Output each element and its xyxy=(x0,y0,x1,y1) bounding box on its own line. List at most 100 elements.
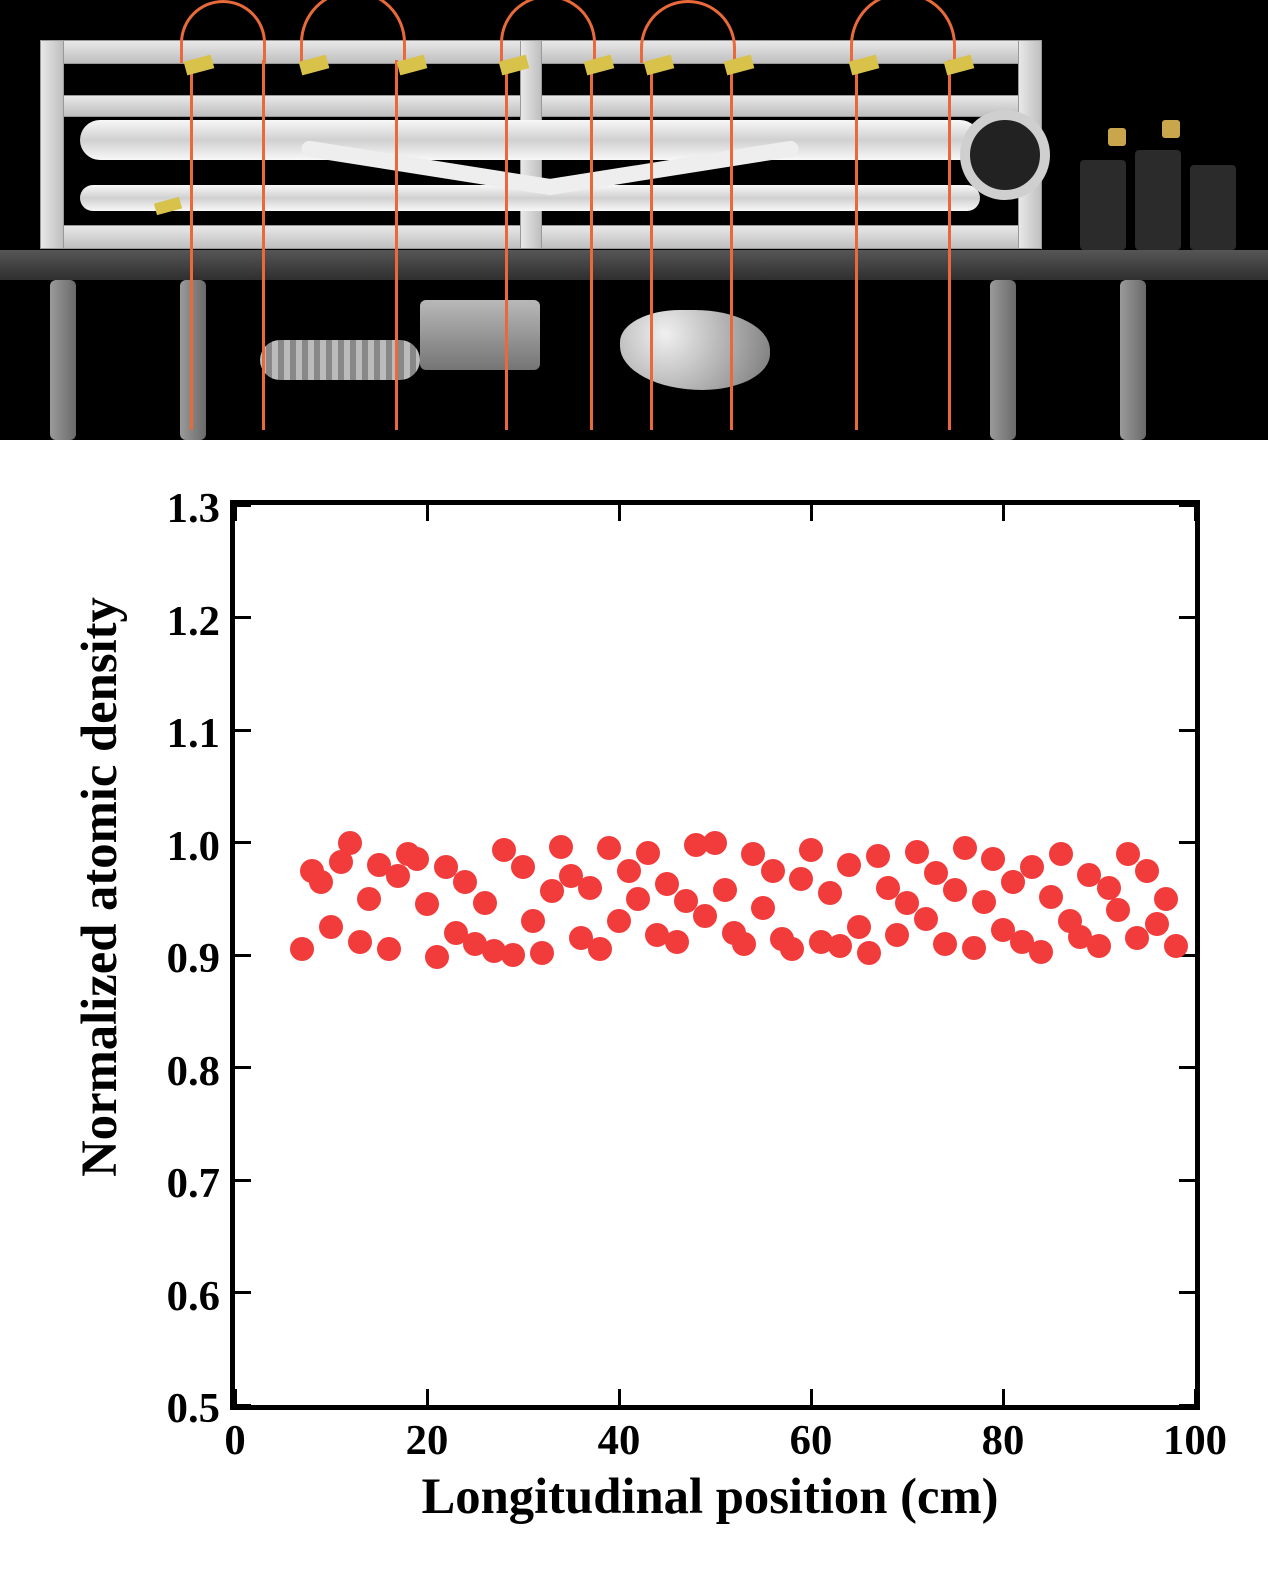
data-point xyxy=(1145,912,1169,936)
x-tick xyxy=(810,1389,813,1405)
data-point xyxy=(1029,940,1053,964)
x-tick-label: 40 xyxy=(569,1416,669,1465)
data-point xyxy=(607,909,631,933)
data-point xyxy=(290,937,314,961)
y-tick xyxy=(1179,729,1195,732)
data-point xyxy=(453,870,477,894)
fiber-cable xyxy=(505,60,508,430)
data-point xyxy=(828,934,852,958)
data-point xyxy=(348,930,372,954)
data-point xyxy=(799,838,823,862)
x-tick xyxy=(1194,505,1197,521)
data-point xyxy=(1154,887,1178,911)
data-point xyxy=(636,841,660,865)
y-tick xyxy=(235,616,251,619)
fiber-cable xyxy=(948,60,951,430)
fiber-loop xyxy=(300,0,406,63)
data-point xyxy=(905,840,929,864)
data-point xyxy=(386,864,410,888)
data-point xyxy=(789,867,813,891)
y-tick xyxy=(235,729,251,732)
data-point xyxy=(713,878,737,902)
optical-mount xyxy=(1080,160,1126,250)
y-tick-label: 0.6 xyxy=(130,1272,220,1321)
data-point xyxy=(962,936,986,960)
data-point xyxy=(1087,934,1111,958)
x-tick xyxy=(426,505,429,521)
x-tick xyxy=(1002,1389,1005,1405)
x-tick-label: 100 xyxy=(1145,1416,1245,1465)
diffuser-tube xyxy=(80,120,980,160)
data-point xyxy=(818,881,842,905)
y-tick xyxy=(1179,616,1195,619)
fiber-cable xyxy=(730,60,733,430)
data-point xyxy=(1106,898,1130,922)
y-axis-title: Normalized atomic density xyxy=(70,482,128,1292)
y-tick xyxy=(235,1291,251,1294)
data-point xyxy=(943,878,967,902)
data-point xyxy=(578,876,602,900)
data-point xyxy=(501,943,525,967)
fiber-cable xyxy=(395,60,398,430)
data-point xyxy=(665,930,689,954)
x-axis-title: Longitudinal position (cm) xyxy=(230,1467,1190,1525)
data-point xyxy=(521,909,545,933)
data-point xyxy=(1164,934,1188,958)
table-leg xyxy=(50,280,76,440)
y-tick xyxy=(235,1404,251,1407)
data-point xyxy=(549,835,573,859)
data-point xyxy=(866,844,890,868)
y-tick xyxy=(1179,1179,1195,1182)
y-tick xyxy=(235,1179,251,1182)
x-tick-label: 60 xyxy=(761,1416,861,1465)
data-point xyxy=(751,896,775,920)
data-point xyxy=(626,887,650,911)
y-tick xyxy=(1179,1291,1195,1294)
data-point xyxy=(473,891,497,915)
foil-wrap xyxy=(620,310,770,390)
optical-mount xyxy=(1135,150,1181,250)
table-leg xyxy=(990,280,1016,440)
data-point xyxy=(780,937,804,961)
data-point xyxy=(357,887,381,911)
fiber-loop xyxy=(850,0,956,63)
data-point xyxy=(377,937,401,961)
fiber-cable xyxy=(855,60,858,430)
x-tick xyxy=(1194,1389,1197,1405)
y-tick xyxy=(235,954,251,957)
data-point xyxy=(703,831,727,855)
y-tick-label: 1.3 xyxy=(130,484,220,533)
data-point xyxy=(1097,876,1121,900)
y-tick-label: 0.7 xyxy=(130,1159,220,1208)
x-tick xyxy=(1002,505,1005,521)
chart-panel: 0.50.60.70.80.91.01.11.21.3020406080100 … xyxy=(0,440,1268,1570)
fiber-loop xyxy=(500,0,596,63)
data-point xyxy=(492,838,516,862)
data-point xyxy=(972,890,996,914)
data-point xyxy=(530,941,554,965)
fiber-loop xyxy=(640,0,736,63)
y-tick xyxy=(235,1066,251,1069)
data-point xyxy=(1049,842,1073,866)
data-point xyxy=(511,855,535,879)
data-point xyxy=(405,847,429,871)
y-tick-label: 1.0 xyxy=(130,822,220,871)
data-point xyxy=(617,859,641,883)
x-tick xyxy=(234,1389,237,1405)
y-tick xyxy=(1179,841,1195,844)
data-point xyxy=(837,853,861,877)
y-tick-label: 1.1 xyxy=(130,709,220,758)
vacuum-flange xyxy=(420,300,540,370)
table-leg xyxy=(180,280,206,440)
data-point xyxy=(741,842,765,866)
data-point xyxy=(597,836,621,860)
data-point xyxy=(338,831,362,855)
y-tick xyxy=(1179,1066,1195,1069)
data-point xyxy=(693,904,717,928)
data-point xyxy=(655,872,679,896)
x-tick xyxy=(234,505,237,521)
fiber-loop xyxy=(180,0,266,63)
plot-axes-box xyxy=(230,500,1200,1410)
data-point xyxy=(847,915,871,939)
data-point xyxy=(588,937,612,961)
